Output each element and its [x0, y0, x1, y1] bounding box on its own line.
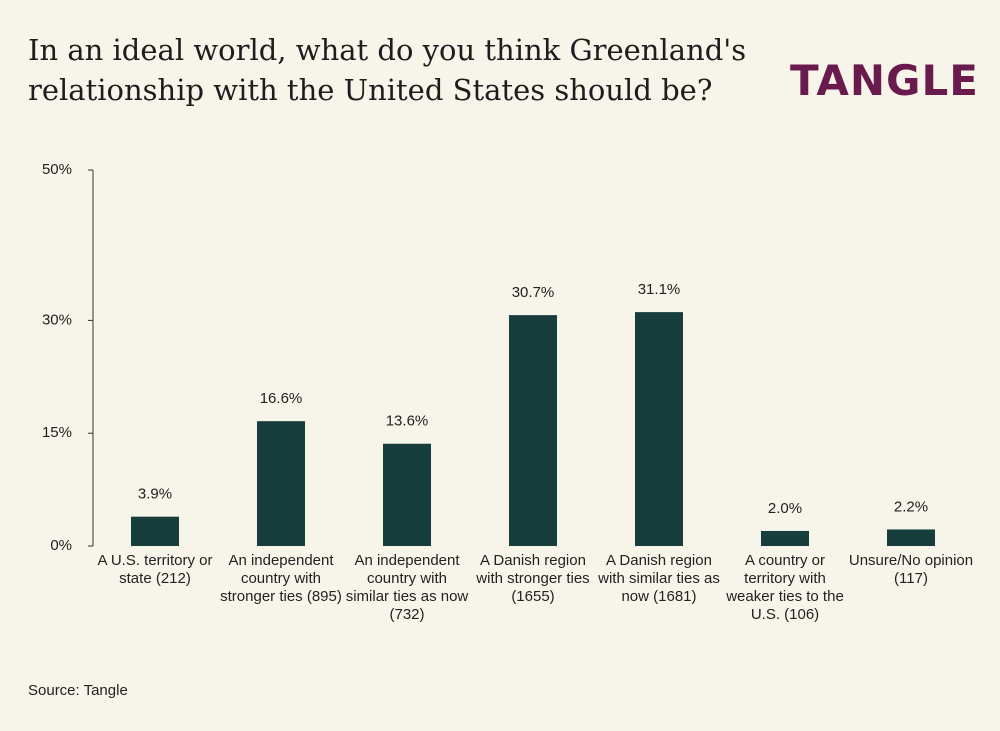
value-label: 30.7% [512, 284, 555, 301]
y-tick-label: 50% [42, 161, 72, 178]
x-tick-label: A Danish region with similar ties as now… [598, 552, 720, 605]
value-label: 16.6% [260, 390, 303, 407]
y-tick-label: 30% [42, 311, 72, 328]
bar [635, 312, 683, 546]
bar [257, 421, 305, 546]
logo: TANGLE [790, 56, 979, 105]
x-tick-label: A country or territory with weaker ties … [726, 552, 844, 623]
value-label: 13.6% [386, 413, 429, 430]
x-tick-label: A Danish region with stronger ties (1655… [476, 552, 590, 605]
bar [887, 529, 935, 546]
bar [761, 530, 809, 546]
bar [131, 516, 179, 546]
chart-title: In an ideal world, what do you think Gre… [28, 33, 747, 107]
y-tick-label: 15% [42, 424, 72, 441]
value-label: 3.9% [138, 486, 172, 503]
value-label: 2.2% [894, 498, 928, 515]
value-label: 2.0% [768, 500, 802, 517]
x-tick-label: An independent country with similar ties… [345, 552, 469, 623]
bar [509, 315, 557, 546]
x-tick-label: Unsure/No opinion (117) [848, 552, 974, 587]
x-tick-label: An independent country with stronger tie… [220, 552, 342, 605]
bar [383, 443, 431, 546]
source: Source: Tangle [28, 682, 128, 699]
x-tick-label: A U.S. territory or state (212) [97, 552, 213, 587]
y-tick-label: 0% [50, 537, 72, 554]
value-label: 31.1% [638, 281, 681, 298]
